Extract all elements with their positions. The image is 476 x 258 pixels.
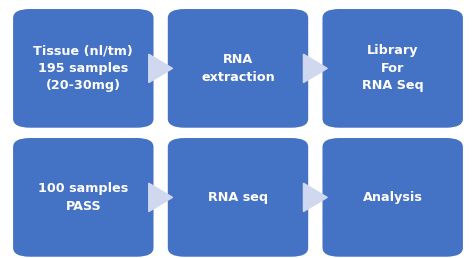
FancyBboxPatch shape bbox=[13, 9, 153, 128]
FancyBboxPatch shape bbox=[13, 138, 153, 257]
Text: RNA seq: RNA seq bbox=[208, 191, 268, 204]
FancyBboxPatch shape bbox=[168, 9, 308, 128]
FancyBboxPatch shape bbox=[323, 9, 463, 128]
Polygon shape bbox=[149, 183, 172, 212]
FancyBboxPatch shape bbox=[323, 138, 463, 257]
Text: Library
For
RNA Seq: Library For RNA Seq bbox=[362, 44, 424, 92]
Text: RNA
extraction: RNA extraction bbox=[201, 53, 275, 84]
Polygon shape bbox=[149, 54, 172, 83]
Polygon shape bbox=[304, 183, 327, 212]
Text: 100 samples
PASS: 100 samples PASS bbox=[38, 182, 129, 213]
FancyBboxPatch shape bbox=[168, 138, 308, 257]
Text: Analysis: Analysis bbox=[363, 191, 423, 204]
Text: Tissue (nl/tm)
195 samples
(20-30mg): Tissue (nl/tm) 195 samples (20-30mg) bbox=[33, 44, 133, 92]
Polygon shape bbox=[304, 54, 327, 83]
